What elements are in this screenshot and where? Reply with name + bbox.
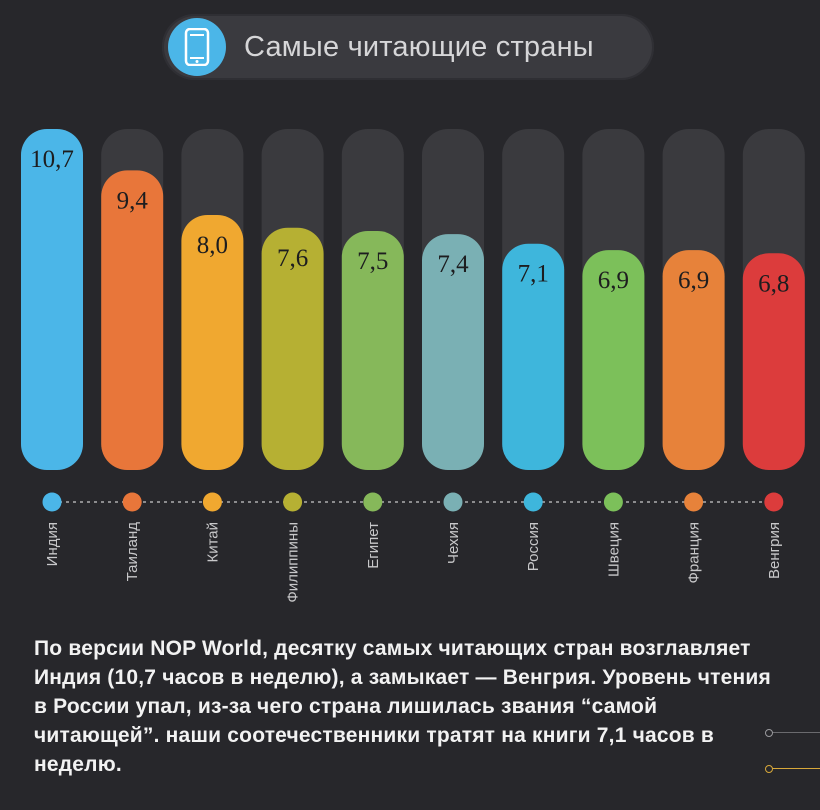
- value-label: 8,0: [197, 232, 228, 259]
- category-label: Филиппины: [285, 522, 302, 603]
- bar: [742, 253, 805, 470]
- category-label: Россия: [525, 522, 542, 571]
- category-label: Египет: [365, 522, 382, 569]
- axis-dot: [42, 492, 62, 512]
- decor-dot: [765, 765, 773, 773]
- value-label: 6,8: [758, 270, 789, 297]
- bar: [101, 170, 164, 470]
- bar: [422, 234, 484, 470]
- bar: [662, 250, 725, 470]
- bar: [21, 129, 83, 470]
- category-label: Индия: [44, 522, 61, 566]
- value-label: 9,4: [117, 187, 149, 214]
- axis-dot: [603, 492, 623, 512]
- value-label: 10,7: [30, 146, 74, 173]
- value-label: 7,1: [518, 261, 549, 288]
- category-label: Франция: [686, 522, 703, 583]
- bar: [341, 230, 404, 470]
- title-banner: [162, 14, 654, 80]
- axis-dot: [764, 492, 784, 512]
- category-label: Чехия: [445, 522, 462, 564]
- value-label: 7,5: [357, 248, 388, 275]
- bar: [261, 227, 324, 470]
- category-label: Таиланд: [124, 522, 141, 582]
- decor-dot: [765, 729, 773, 737]
- axis-dot: [202, 492, 222, 512]
- axis-dot: [363, 492, 383, 512]
- axis-dot: [283, 492, 303, 512]
- bar: [502, 243, 565, 470]
- value-label: 6,9: [678, 267, 709, 294]
- smartphone-icon: [184, 28, 210, 66]
- axis-dot: [523, 492, 543, 512]
- description-text: По версии NOP World, десятку самых читаю…: [34, 637, 771, 776]
- value-label: 7,4: [437, 251, 469, 278]
- value-label: 7,6: [277, 245, 308, 272]
- axis-dot: [684, 492, 704, 512]
- category-label: Китай: [204, 522, 221, 563]
- value-label: 6,9: [598, 267, 629, 294]
- axis-dot: [443, 492, 463, 512]
- category-label: Венгрия: [766, 522, 783, 579]
- bar: [582, 250, 645, 470]
- decor-line: [772, 732, 820, 733]
- decor-line: [772, 768, 820, 769]
- axis-dot: [122, 492, 142, 512]
- category-label: Швеция: [605, 522, 622, 577]
- bar: [181, 215, 244, 470]
- page-title: Самые читающие страны: [244, 31, 594, 63]
- title-icon-badge: [168, 18, 226, 76]
- bar-chart: 10,7 9,4 8,0 7,6 7,5 7,4 7,1 6,9 6,9 6,8 Индия Таи…: [21, 129, 805, 603]
